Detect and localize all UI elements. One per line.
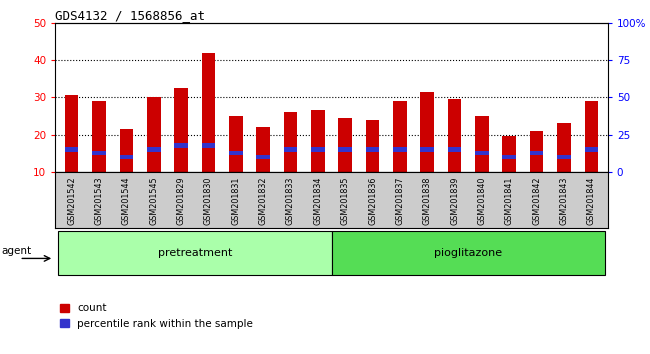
Text: GSM201838: GSM201838 xyxy=(422,176,432,224)
Bar xyxy=(502,155,516,159)
Bar xyxy=(65,147,79,152)
Bar xyxy=(502,136,516,172)
Text: GSM201833: GSM201833 xyxy=(286,176,295,224)
Text: GSM201837: GSM201837 xyxy=(395,176,404,225)
Text: GSM201830: GSM201830 xyxy=(204,176,213,224)
Bar xyxy=(557,124,571,172)
Bar xyxy=(92,101,106,172)
Bar xyxy=(283,147,297,152)
Bar xyxy=(229,116,242,172)
Bar xyxy=(366,120,380,172)
Bar xyxy=(530,131,543,172)
Bar xyxy=(393,147,407,152)
Bar xyxy=(339,118,352,172)
Bar xyxy=(332,231,605,275)
Bar xyxy=(92,151,106,155)
Bar xyxy=(339,147,352,152)
Bar xyxy=(65,96,79,172)
Text: GSM201843: GSM201843 xyxy=(560,176,569,224)
Bar xyxy=(475,151,489,155)
Text: GSM201836: GSM201836 xyxy=(368,176,377,224)
Bar xyxy=(202,143,215,148)
Text: GSM201840: GSM201840 xyxy=(478,176,486,224)
Text: GSM201544: GSM201544 xyxy=(122,176,131,225)
Bar xyxy=(530,151,543,155)
Text: agent: agent xyxy=(1,246,31,256)
Text: pretreatment: pretreatment xyxy=(157,248,232,258)
Text: pioglitazone: pioglitazone xyxy=(434,248,502,258)
Bar xyxy=(557,155,571,159)
Bar xyxy=(584,147,598,152)
Bar xyxy=(366,147,380,152)
Bar xyxy=(58,231,332,275)
Bar xyxy=(475,116,489,172)
Text: GDS4132 / 1568856_at: GDS4132 / 1568856_at xyxy=(55,9,205,22)
Text: GSM201835: GSM201835 xyxy=(341,176,350,225)
Bar xyxy=(202,53,215,172)
Bar xyxy=(256,155,270,159)
Bar xyxy=(147,97,161,172)
Text: GSM201832: GSM201832 xyxy=(259,176,268,225)
Text: GSM201834: GSM201834 xyxy=(313,176,322,224)
Bar xyxy=(311,147,324,152)
Bar xyxy=(147,147,161,152)
Text: GSM201543: GSM201543 xyxy=(94,176,103,225)
Bar xyxy=(283,112,297,172)
Bar xyxy=(421,147,434,152)
Legend: count, percentile rank within the sample: count, percentile rank within the sample xyxy=(60,303,253,329)
Bar xyxy=(256,127,270,172)
Bar xyxy=(120,129,133,172)
Text: GSM201839: GSM201839 xyxy=(450,176,459,225)
Bar xyxy=(448,99,462,172)
Text: GSM201542: GSM201542 xyxy=(67,176,76,225)
Bar xyxy=(174,143,188,148)
Text: GSM201841: GSM201841 xyxy=(505,176,514,224)
Bar xyxy=(229,151,242,155)
Bar xyxy=(174,88,188,172)
Bar xyxy=(421,92,434,172)
Text: GSM201545: GSM201545 xyxy=(150,176,158,225)
Bar xyxy=(448,147,462,152)
Text: GSM201831: GSM201831 xyxy=(231,176,240,224)
Bar xyxy=(311,110,324,172)
Text: GSM201842: GSM201842 xyxy=(532,176,541,225)
Text: GSM201844: GSM201844 xyxy=(587,176,596,224)
Bar xyxy=(120,155,133,159)
Text: GSM201829: GSM201829 xyxy=(177,176,185,225)
Bar xyxy=(584,101,598,172)
Bar xyxy=(393,101,407,172)
